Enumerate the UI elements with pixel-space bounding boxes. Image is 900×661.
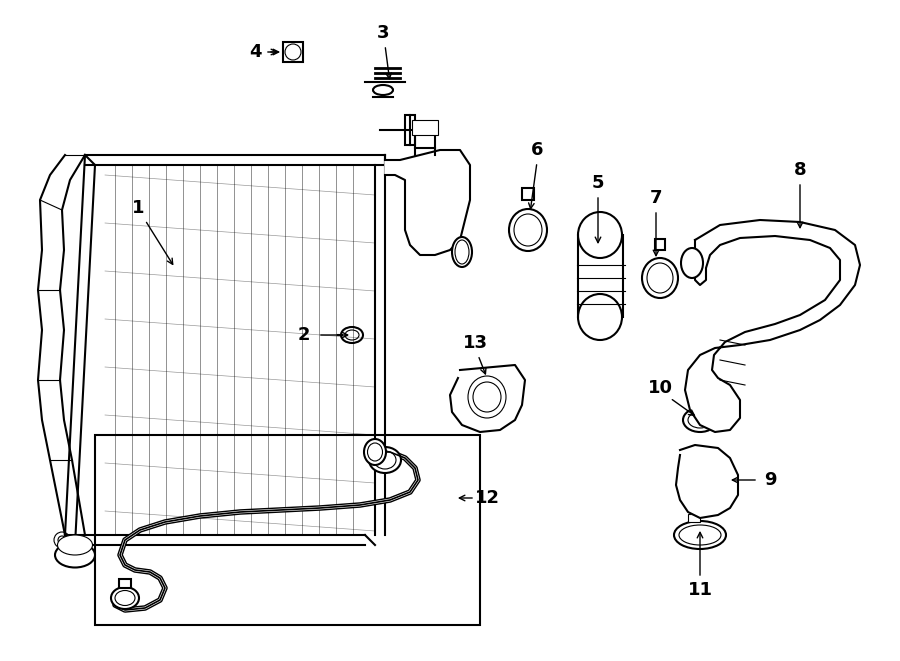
- Polygon shape: [676, 445, 738, 518]
- Bar: [283, 42, 303, 62]
- Ellipse shape: [468, 376, 506, 418]
- Circle shape: [285, 44, 301, 60]
- Polygon shape: [450, 365, 525, 432]
- Text: 4: 4: [248, 43, 261, 61]
- Text: 9: 9: [764, 471, 776, 489]
- Bar: [95, 435, 480, 625]
- Ellipse shape: [373, 85, 393, 95]
- Text: 3: 3: [377, 24, 389, 42]
- Ellipse shape: [115, 590, 135, 605]
- Circle shape: [54, 532, 70, 548]
- Bar: [405, 115, 415, 145]
- Ellipse shape: [345, 330, 359, 340]
- Ellipse shape: [455, 240, 469, 264]
- Ellipse shape: [683, 408, 717, 432]
- Ellipse shape: [578, 294, 622, 340]
- Text: 13: 13: [463, 334, 488, 352]
- Bar: [696, 392, 704, 402]
- Ellipse shape: [514, 214, 542, 246]
- Polygon shape: [385, 150, 470, 255]
- Ellipse shape: [473, 382, 501, 412]
- Ellipse shape: [647, 263, 673, 293]
- Ellipse shape: [364, 439, 386, 465]
- Ellipse shape: [578, 212, 622, 258]
- Ellipse shape: [55, 543, 95, 568]
- Ellipse shape: [681, 248, 703, 278]
- Text: 8: 8: [794, 161, 806, 179]
- Ellipse shape: [374, 451, 396, 469]
- Ellipse shape: [369, 447, 401, 473]
- Text: 11: 11: [688, 581, 713, 599]
- Text: 10: 10: [647, 379, 672, 397]
- Ellipse shape: [509, 209, 547, 251]
- Ellipse shape: [111, 587, 139, 609]
- Ellipse shape: [688, 412, 712, 428]
- Ellipse shape: [58, 535, 93, 555]
- Bar: [688, 514, 700, 522]
- Circle shape: [58, 536, 66, 544]
- Text: 2: 2: [298, 326, 310, 344]
- Bar: [119, 579, 131, 588]
- Bar: [522, 188, 534, 200]
- Text: 12: 12: [474, 489, 500, 507]
- Bar: [412, 120, 438, 135]
- Ellipse shape: [674, 521, 726, 549]
- Polygon shape: [685, 220, 860, 432]
- Text: 5: 5: [592, 174, 604, 192]
- Text: 7: 7: [650, 189, 662, 207]
- Text: 1: 1: [131, 199, 144, 217]
- Bar: [655, 239, 665, 250]
- Ellipse shape: [341, 327, 363, 343]
- Ellipse shape: [642, 258, 678, 298]
- Ellipse shape: [679, 525, 721, 545]
- Ellipse shape: [452, 237, 472, 267]
- Text: 6: 6: [531, 141, 544, 159]
- Ellipse shape: [367, 443, 382, 461]
